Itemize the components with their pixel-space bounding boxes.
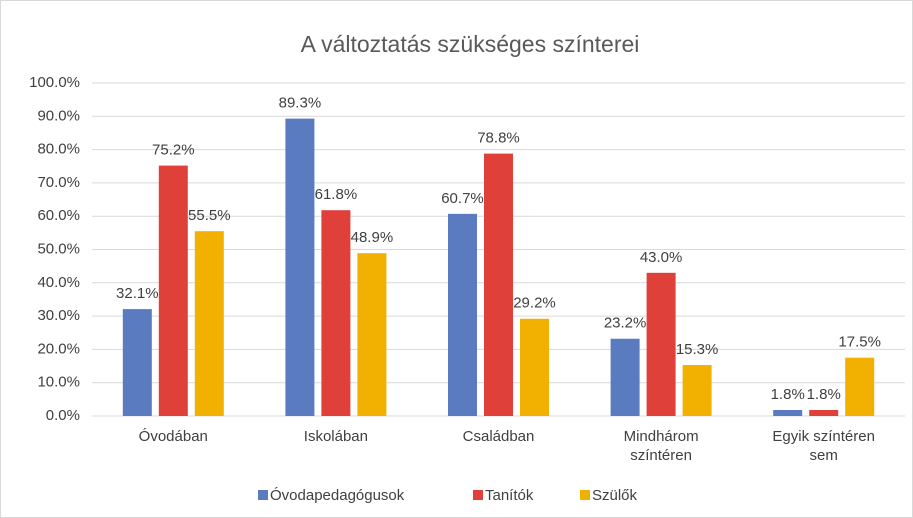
- y-tick-label: 30.0%: [37, 307, 80, 324]
- value-label: 1.8%: [771, 386, 805, 403]
- y-tick-label: 40.0%: [37, 274, 80, 291]
- x-tick-label: Családban: [462, 428, 535, 445]
- value-label: 60.7%: [441, 190, 484, 207]
- chart-title: A változtatás szükséges színterei: [301, 31, 640, 57]
- bar: [357, 253, 387, 416]
- x-tick-label: Óvodában: [138, 428, 208, 445]
- value-label: 43.0%: [640, 249, 683, 266]
- y-tick-label: 80.0%: [37, 141, 80, 158]
- legend-swatch: [580, 490, 590, 500]
- y-tick-label: 100.0%: [29, 74, 80, 91]
- bar: [520, 318, 549, 416]
- value-label: 32.1%: [116, 285, 159, 302]
- bar: [285, 118, 315, 417]
- y-tick-label: 50.0%: [37, 240, 80, 257]
- x-tick-label: Iskolában: [303, 428, 368, 445]
- value-label: 29.2%: [513, 295, 556, 312]
- value-label: 78.8%: [477, 130, 520, 147]
- bar: [682, 365, 712, 416]
- x-tick-label: Egyik színtéren sem: [772, 428, 875, 464]
- legend-label: Óvodapedagógusok: [270, 487, 405, 504]
- y-tick-label: 0.0%: [46, 407, 80, 424]
- value-label: 75.2%: [152, 142, 195, 159]
- value-label: 89.3%: [279, 95, 322, 112]
- value-label: 48.9%: [351, 229, 394, 246]
- value-label: 17.5%: [838, 334, 881, 351]
- legend-label: Szülők: [592, 487, 638, 504]
- value-label: 23.2%: [604, 315, 647, 332]
- legend-label: Tanítók: [485, 487, 534, 504]
- y-tick-label: 20.0%: [37, 340, 80, 357]
- bar: [158, 165, 188, 416]
- y-tick-label: 10.0%: [37, 374, 80, 391]
- x-tick-label: Mindhárom színtéren: [623, 428, 699, 464]
- y-tick-label: 70.0%: [37, 174, 80, 191]
- bar: [448, 213, 477, 416]
- bar: [646, 272, 676, 416]
- bar: [122, 309, 152, 416]
- value-label: 55.5%: [188, 207, 231, 224]
- y-tick-label: 60.0%: [37, 207, 80, 224]
- y-tick-label: 90.0%: [37, 107, 80, 124]
- bar: [809, 410, 839, 416]
- bar: [321, 210, 351, 416]
- value-label: 61.8%: [315, 186, 358, 203]
- value-label: 1.8%: [807, 386, 841, 403]
- bar: [773, 410, 803, 416]
- bar: [194, 231, 224, 416]
- value-label: 15.3%: [676, 341, 719, 358]
- bar: [845, 357, 875, 416]
- legend-swatch: [258, 490, 268, 500]
- legend-swatch: [473, 490, 483, 500]
- bar: [610, 338, 640, 416]
- bar: [484, 153, 513, 416]
